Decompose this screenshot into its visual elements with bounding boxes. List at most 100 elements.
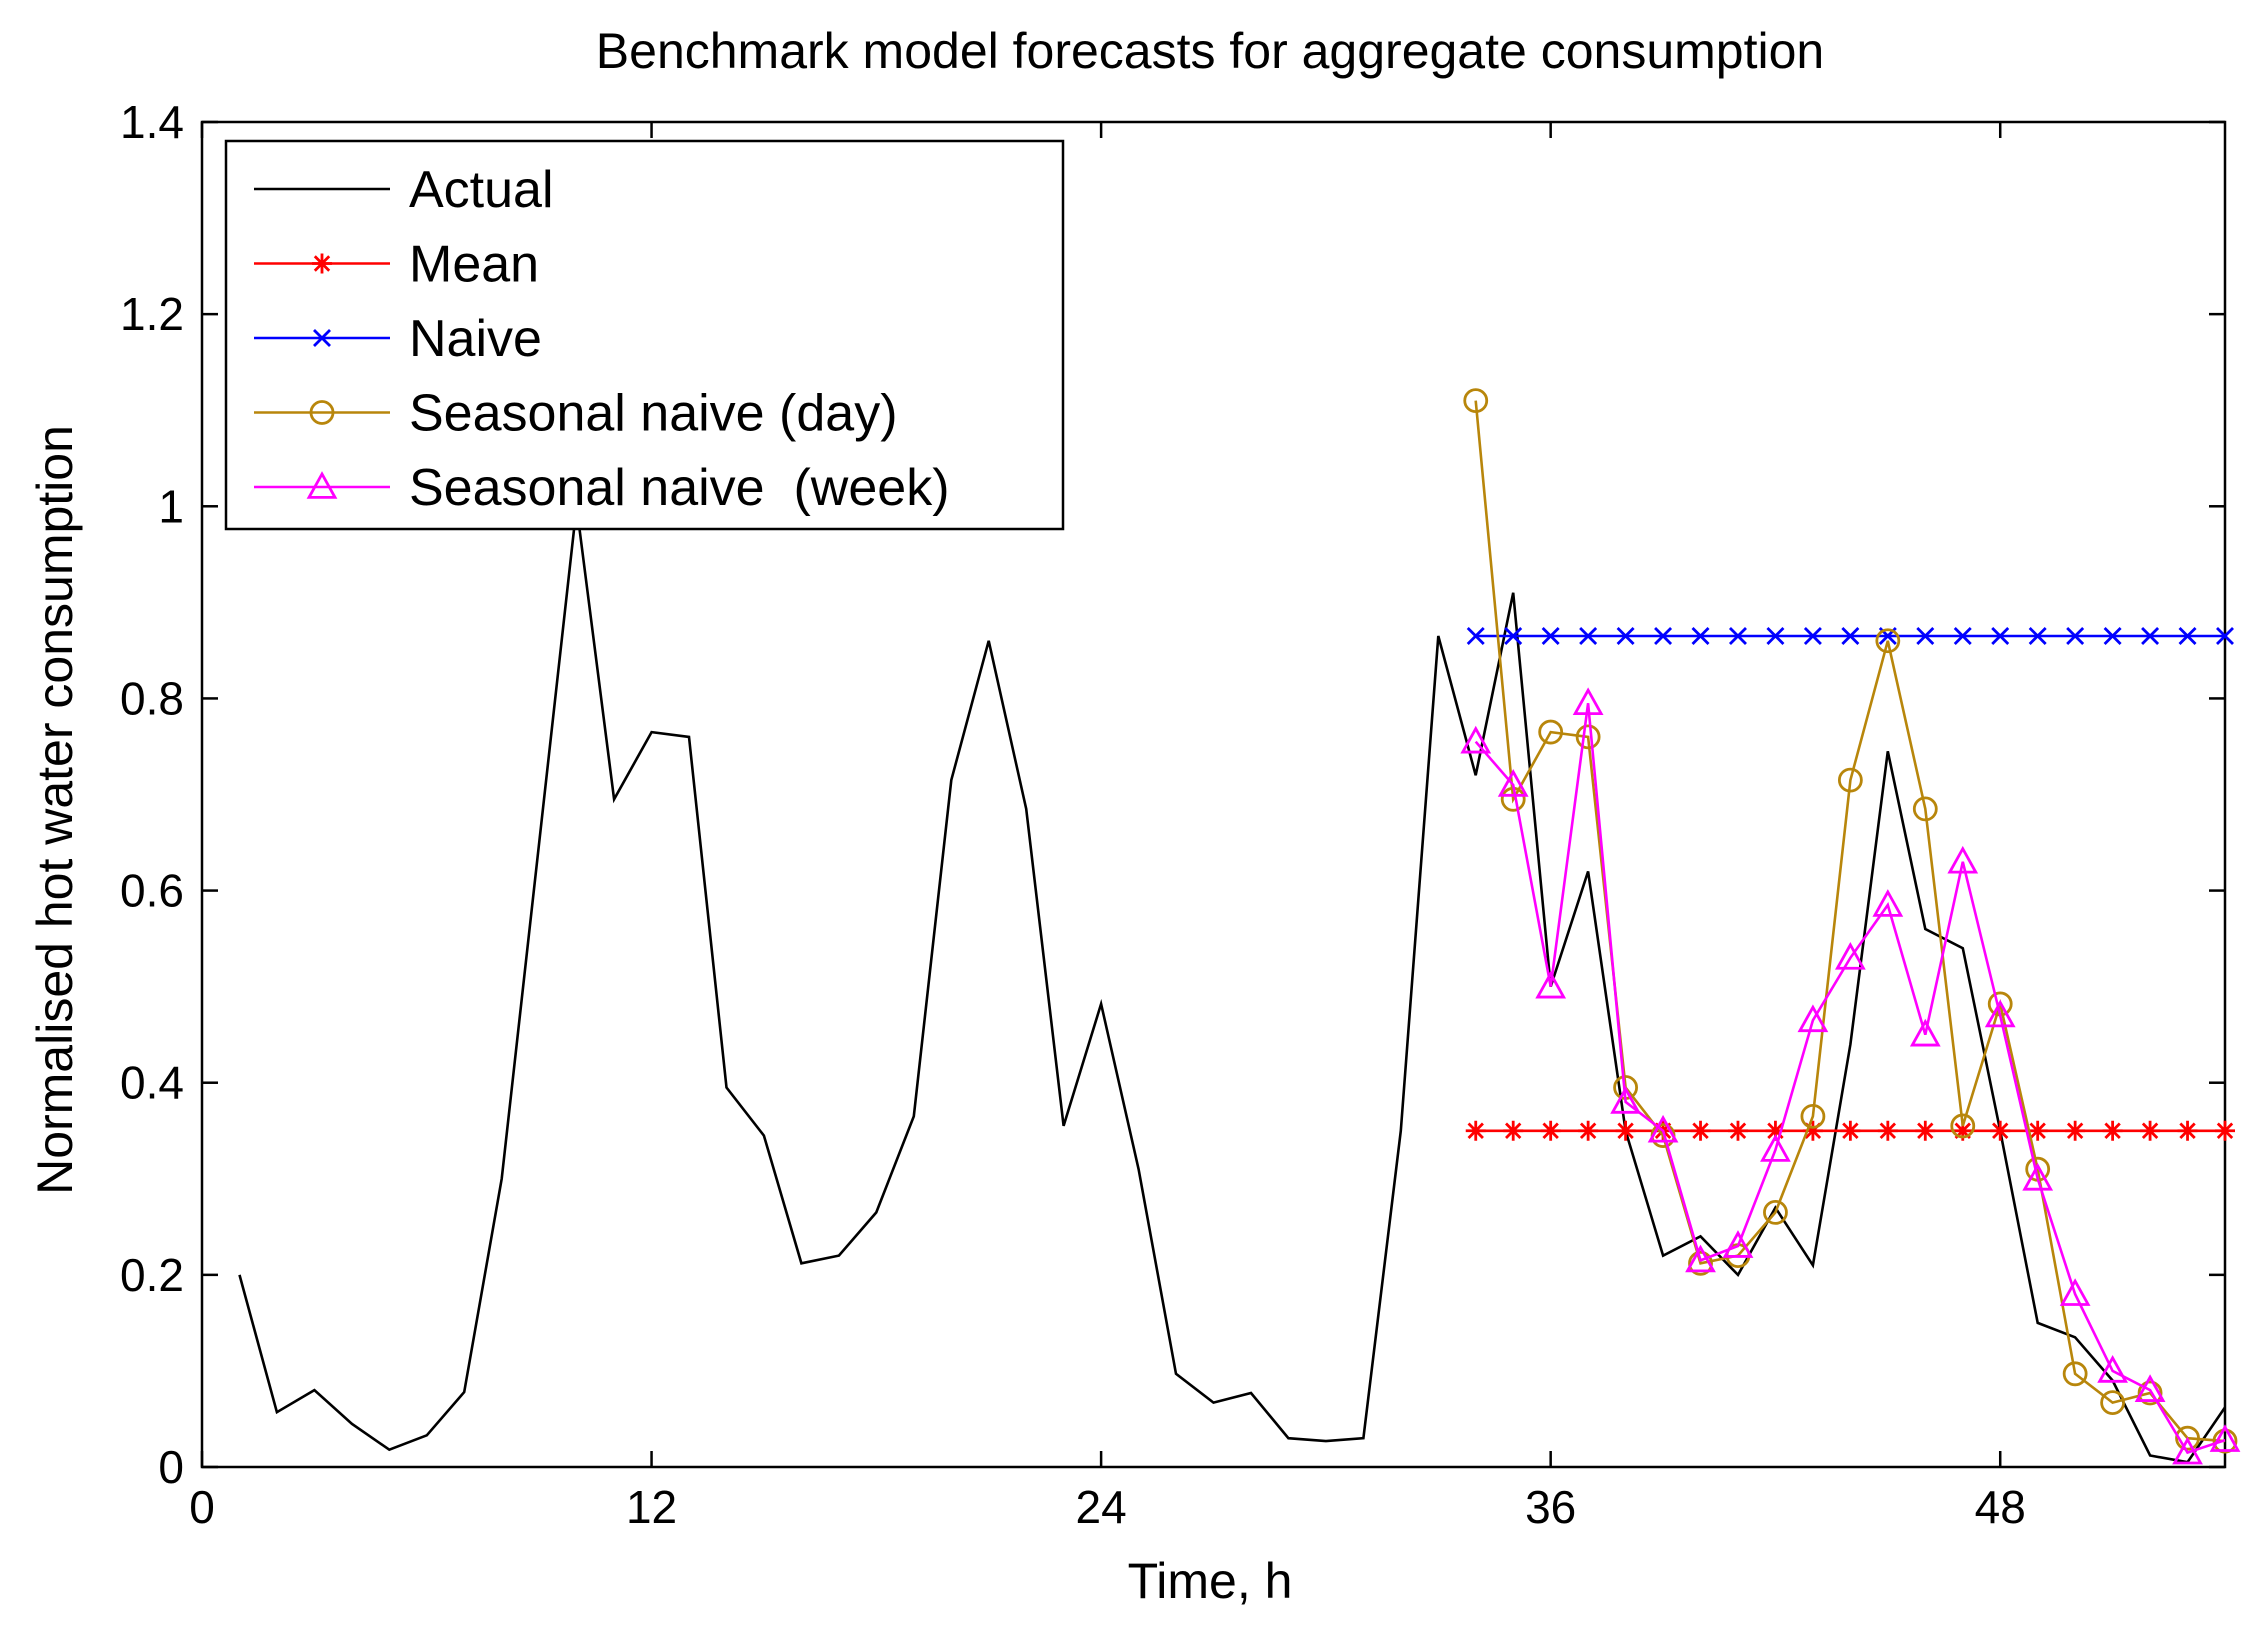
data-point-mean xyxy=(2140,1120,2161,1141)
y-tick-label: 1.2 xyxy=(120,288,184,340)
data-point-naive xyxy=(1616,626,1635,645)
data-point-seasonal-naive-week xyxy=(1984,999,2016,1028)
data-point-mean xyxy=(1802,1120,1823,1141)
data-point-seasonal-naive-week xyxy=(2022,1162,2054,1191)
y-axis-label: Normalised hot water consumption xyxy=(27,425,83,1195)
data-point-mean xyxy=(2177,1120,2198,1141)
data-point-naive xyxy=(1541,626,1560,645)
data-point-naive xyxy=(1953,626,1972,645)
legend-item-actual: Actual xyxy=(254,161,554,219)
legend-label-actual: Actual xyxy=(409,161,554,219)
data-point-mean xyxy=(2215,1120,2235,1141)
data-point-naive xyxy=(1841,626,1860,645)
y-tick-label: 0.8 xyxy=(120,672,184,724)
x-axis-label: Time, h xyxy=(1128,1553,1293,1609)
data-point-seasonal-naive-week xyxy=(1834,941,1866,970)
data-point-mean xyxy=(2065,1120,2086,1141)
series-mean xyxy=(1465,1120,2235,1141)
data-point-seasonal-naive-week xyxy=(1872,889,1904,917)
data-point-seasonal-naive-day xyxy=(1800,1103,1826,1129)
data-point-seasonal-naive-week xyxy=(2209,1424,2241,1452)
data-point-mean xyxy=(1465,1120,1486,1141)
x-tick-label: 0 xyxy=(189,1481,215,1533)
data-point-mean xyxy=(1690,1120,1711,1141)
data-point-seasonal-naive-day xyxy=(2062,1361,2088,1387)
data-point-seasonal-naive-week xyxy=(2134,1374,2166,1402)
data-point-mean xyxy=(1578,1120,1599,1141)
data-point-mean xyxy=(1540,1120,1561,1141)
legend-marker-naive xyxy=(313,329,331,347)
data-point-seasonal-naive-week xyxy=(1610,1086,1641,1114)
data-point-seasonal-naive-week xyxy=(1722,1230,1754,1258)
data-point-seasonal-naive-day xyxy=(1875,628,1901,654)
data-point-seasonal-naive-day xyxy=(1763,1200,1788,1225)
legend-box xyxy=(224,139,1065,531)
x-tick-label: 48 xyxy=(1975,1481,2026,1533)
series-seasonal-naive-week xyxy=(1460,687,2241,1465)
y-tick-label: 1.4 xyxy=(120,96,184,148)
data-point-seasonal-naive-day xyxy=(1575,724,1601,750)
data-point-mean xyxy=(1990,1120,2011,1141)
data-point-mean xyxy=(2102,1120,2123,1141)
data-point-seasonal-naive-week xyxy=(1497,769,1529,797)
x-tick-label: 12 xyxy=(626,1481,677,1533)
data-point-seasonal-naive-week xyxy=(1760,1134,1791,1162)
legend-label-mean: Mean xyxy=(409,236,539,294)
series-actual xyxy=(238,506,2227,1464)
data-point-seasonal-naive-week xyxy=(2097,1355,2128,1383)
data-point-seasonal-naive-day xyxy=(2137,1380,2163,1406)
data-point-mean xyxy=(1915,1120,1936,1141)
data-point-seasonal-naive-week xyxy=(1460,725,1492,754)
legend-marker-seasonal-naive-week xyxy=(306,471,338,499)
y-tick-label: 1 xyxy=(158,480,184,532)
chart-title: Benchmark model forecasts for aggregate … xyxy=(596,23,1824,79)
data-point-mean xyxy=(1503,1120,1524,1141)
plot-frame xyxy=(200,120,2227,1469)
data-point-seasonal-naive-day xyxy=(1912,796,1938,822)
legend-item-naive: Naive xyxy=(254,310,542,368)
data-point-seasonal-naive-day xyxy=(2212,1428,2238,1454)
data-point-seasonal-naive-week xyxy=(1535,970,1567,999)
y-tick-label: 0.4 xyxy=(120,1057,184,1109)
data-point-seasonal-naive-day xyxy=(1950,1113,1976,1139)
data-point-naive xyxy=(1728,626,1747,645)
data-point-mean xyxy=(1765,1120,1786,1141)
data-point-seasonal-naive-week xyxy=(1572,687,1604,716)
legend-label-seasonal-naive-day: Seasonal naive (day) xyxy=(409,385,898,443)
x-tick-label: 36 xyxy=(1525,1481,1576,1533)
data-point-seasonal-naive-week xyxy=(1647,1114,1679,1143)
data-point-naive xyxy=(2178,626,2197,645)
data-point-mean xyxy=(1952,1120,1973,1141)
series-naive xyxy=(1466,626,2234,645)
data-point-naive xyxy=(1691,626,1710,645)
x-tick-label: 24 xyxy=(1076,1481,1127,1533)
legend-marker-seasonal-naive-day xyxy=(309,400,335,425)
data-point-naive xyxy=(1504,626,1523,645)
data-point-seasonal-naive-week xyxy=(2172,1436,2203,1465)
data-point-seasonal-naive-day xyxy=(1538,719,1564,745)
data-point-naive xyxy=(1579,626,1598,645)
plot-area: 0 12 24 36 48 0 0.2 0.4 0.6 0.8 1 1.2 1.4 xyxy=(120,96,2227,1533)
data-point-mean xyxy=(1727,1120,1748,1141)
legend-label-naive: Naive xyxy=(409,310,542,368)
data-point-naive xyxy=(2028,626,2047,645)
legend-item-seasonal-naive-day: Seasonal naive (day) xyxy=(254,385,898,443)
data-point-naive xyxy=(2066,626,2085,645)
data-point-naive xyxy=(1654,626,1673,645)
legend-label-seasonal-naive-week: Seasonal naive (week) xyxy=(409,459,950,517)
legend-item-mean: Mean xyxy=(254,236,539,294)
data-point-seasonal-naive-day xyxy=(2175,1425,2200,1451)
data-point-naive xyxy=(2103,626,2122,645)
data-point-seasonal-naive-week xyxy=(1947,845,1979,874)
legend: Actual Mean Naive Seasonal naive (day) Seaso… xyxy=(224,139,1065,531)
y-tick-label: 0 xyxy=(158,1441,184,1493)
data-point-naive xyxy=(1766,626,1785,645)
series-line-seasonal-naive-week xyxy=(1474,703,2226,1455)
data-point-seasonal-naive-week xyxy=(1685,1244,1716,1273)
legend-marker-mean xyxy=(312,253,332,274)
legend-item-seasonal-naive-week: Seasonal naive (week) xyxy=(254,459,950,517)
series-layer xyxy=(238,388,2241,1465)
data-point-naive xyxy=(2216,626,2234,645)
